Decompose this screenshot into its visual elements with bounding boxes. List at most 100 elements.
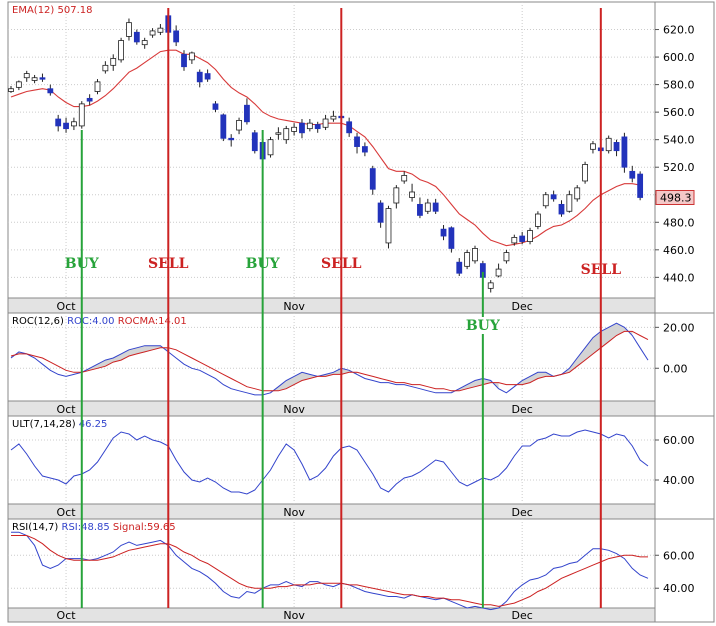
candle <box>251 130 258 154</box>
y-axis-area <box>654 518 715 623</box>
legend-ult: ULT(7,14,28) 46.25 <box>12 419 107 430</box>
candle-body <box>306 122 313 130</box>
candle <box>8 85 14 93</box>
candle-body <box>409 191 415 198</box>
y-tick-label: 460.0 <box>663 244 695 257</box>
candle <box>417 197 423 219</box>
y-tick-label: 20.00 <box>663 321 695 334</box>
candle <box>31 74 38 84</box>
candle-body <box>330 115 337 120</box>
panel-ema: 440.0460.0480.0500.0520.0540.0560.0580.0… <box>7 1 715 314</box>
candle-body <box>495 268 502 277</box>
candle <box>71 117 77 131</box>
candle-body <box>582 164 588 182</box>
x-tick-label: Dec <box>512 609 533 622</box>
candle <box>86 94 93 106</box>
legend-ema: EMA(12) 507.18 <box>12 5 92 16</box>
candle <box>196 69 203 88</box>
candle <box>283 125 290 144</box>
candle <box>424 198 431 215</box>
x-tick-label: Nov <box>283 609 305 622</box>
candle <box>149 28 156 38</box>
y-tick-label: 560.0 <box>663 106 695 119</box>
y-axis-area <box>654 1 715 314</box>
y-tick-label: 60.00 <box>663 549 695 562</box>
candle-body <box>613 142 620 152</box>
candle-body <box>448 227 455 249</box>
candle-body <box>574 187 581 200</box>
candle <box>472 245 478 264</box>
candle-body <box>621 136 628 168</box>
candle-body <box>220 114 227 139</box>
candle-body <box>432 202 439 212</box>
candle-body <box>181 53 187 68</box>
candle <box>102 61 109 74</box>
x-axis-strip <box>7 400 656 417</box>
candle <box>47 84 54 96</box>
candle <box>385 205 392 249</box>
candle <box>495 263 502 278</box>
candle <box>440 225 447 241</box>
candle-body <box>424 202 431 212</box>
legend-rsi: RSI(14,7) RSI:48.85 Signal:59.65 <box>12 522 176 533</box>
candle <box>322 114 329 131</box>
candle-body <box>133 31 140 43</box>
candle <box>181 50 187 71</box>
candle <box>39 73 46 82</box>
candle <box>346 117 353 137</box>
last-price-label: 498.3 <box>660 191 692 204</box>
candle <box>306 119 313 132</box>
y-tick-label: 60.00 <box>663 434 695 447</box>
candle <box>503 249 510 264</box>
signal-sell: SELL <box>581 8 621 608</box>
signal-buy: BUY <box>464 272 501 608</box>
candle-body <box>15 81 22 88</box>
y-axis-area <box>654 415 715 520</box>
y-tick-label: 620.0 <box>663 24 695 37</box>
candle <box>141 37 148 49</box>
candle <box>613 139 620 157</box>
candle <box>377 200 384 228</box>
candle <box>566 190 573 213</box>
y-tick-label: 480.0 <box>663 216 695 229</box>
candle-body <box>535 213 541 227</box>
series-roc <box>10 322 649 396</box>
y-tick-label: 40.00 <box>663 474 695 487</box>
x-tick-label: Dec <box>512 300 533 313</box>
candle <box>204 69 211 82</box>
candle-body <box>503 252 510 262</box>
plot-frame <box>7 1 656 299</box>
candle-body <box>110 58 117 66</box>
candle <box>94 79 101 95</box>
signal-sell: SELL <box>321 8 362 608</box>
candle <box>456 258 463 276</box>
candle-body <box>196 71 203 83</box>
series-rsi <box>11 531 649 611</box>
candle-body <box>86 97 93 102</box>
candle <box>621 132 628 173</box>
candle-body <box>527 230 533 242</box>
candle-body <box>149 30 156 36</box>
candle <box>448 226 455 253</box>
candle <box>188 51 195 64</box>
candle <box>228 134 235 147</box>
candle-body <box>141 40 148 46</box>
candle-body <box>299 122 305 134</box>
candle-body <box>519 235 526 242</box>
candle <box>487 280 494 293</box>
candle-body <box>456 261 463 274</box>
candle-body <box>542 194 549 207</box>
candle <box>118 37 124 63</box>
candle <box>369 165 376 195</box>
candle-body <box>275 132 282 135</box>
x-axis-strip <box>7 297 656 314</box>
candle-body <box>228 137 235 141</box>
candle <box>637 171 644 201</box>
y-tick-label: 580.0 <box>663 79 695 92</box>
x-tick-label: Nov <box>283 403 305 416</box>
candle <box>511 234 518 246</box>
signal-label: BUY <box>65 256 100 272</box>
candle-body <box>47 88 54 94</box>
